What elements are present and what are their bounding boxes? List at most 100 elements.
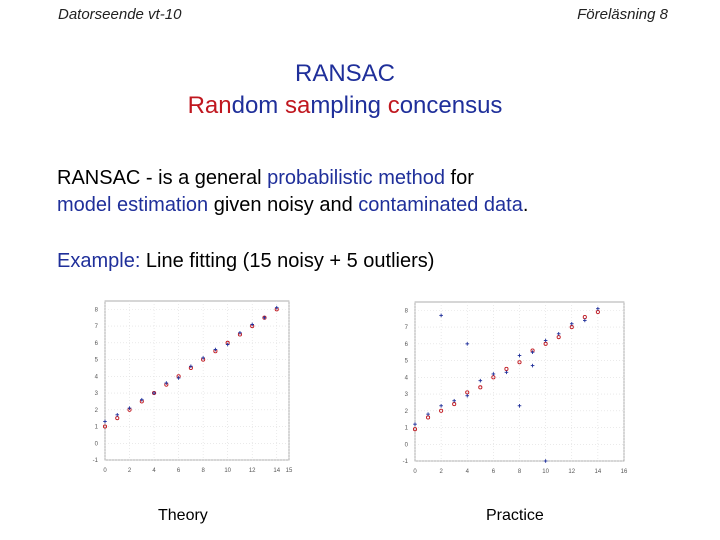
- y-tick-label: 0: [95, 441, 99, 447]
- data-point-plus: [250, 322, 254, 327]
- data-point-plus: [262, 315, 267, 320]
- y-tick-label: -1: [93, 458, 99, 464]
- data-point-plus: [517, 353, 522, 358]
- data-point-plus: [504, 370, 509, 375]
- y-tick-label: 3: [405, 392, 409, 398]
- x-tick-label: 6: [177, 468, 181, 474]
- data-point-plus: [201, 356, 205, 360]
- data-point-circle: [412, 427, 418, 432]
- data-point-plus: [426, 412, 430, 416]
- x-tick-label: 0: [413, 469, 417, 475]
- data-point-plus: [491, 372, 496, 376]
- data-point-plus: [530, 350, 535, 355]
- y-tick-label: 4: [95, 374, 99, 380]
- x-tick-label: 2: [128, 468, 132, 474]
- data-point-circle: [439, 408, 444, 413]
- y-tick-label: 3: [95, 391, 99, 397]
- data-point-plus: [274, 305, 279, 310]
- header-lecture: Föreläsning 8: [577, 6, 668, 23]
- data-point-plus: [439, 403, 443, 408]
- x-tick-label: 14: [273, 468, 280, 474]
- y-tick-label: 7: [95, 324, 99, 330]
- plot-frame: [104, 300, 290, 461]
- definition-paragraph: RANSAC - is a general probabilistic meth…: [57, 165, 697, 219]
- paragraph-part: given noisy and: [208, 194, 359, 216]
- data-point-plus: [569, 321, 574, 326]
- data-point-plus: [543, 338, 548, 343]
- caption-theory: Theory: [158, 507, 208, 524]
- data-point-plus: [465, 393, 470, 398]
- data-point-plus: [439, 313, 443, 318]
- header-course: Datorseende vt-10: [58, 6, 182, 23]
- data-point-plus: [176, 376, 181, 380]
- data-point-circle: [478, 385, 483, 390]
- y-tick-label: 8: [95, 307, 99, 313]
- y-tick-label: 2: [95, 408, 99, 414]
- x-tick-label: 4: [466, 469, 470, 475]
- slide-subtitle: Random sampling concensus: [0, 92, 690, 120]
- x-tick-label: 12: [249, 468, 256, 474]
- x-tick-label: 4: [152, 468, 156, 474]
- x-tick-label: 10: [224, 468, 231, 474]
- x-tick-label: 14: [595, 469, 602, 475]
- data-point-circle: [517, 360, 522, 365]
- y-tick-label: 5: [95, 358, 99, 364]
- x-tick-label: 10: [542, 469, 549, 475]
- data-point-plus: [530, 363, 535, 368]
- data-point-plus: [115, 413, 120, 417]
- subtitle-part: dom: [231, 92, 285, 119]
- data-point-plus: [452, 398, 456, 403]
- y-tick-label: 4: [405, 375, 409, 381]
- data-point-plus: [127, 406, 132, 410]
- data-point-plus: [413, 422, 417, 426]
- example-label: Example:: [57, 250, 141, 272]
- data-point-plus: [478, 378, 483, 383]
- subtitle-part: Ran: [187, 92, 232, 119]
- y-tick-label: 6: [405, 342, 409, 348]
- paragraph-part: RANSAC - is a general: [57, 167, 268, 189]
- data-point-plus: [543, 459, 548, 463]
- subtitle-part: oncensus: [399, 92, 503, 119]
- data-point-circle: [102, 424, 108, 429]
- y-tick-label: 6: [95, 341, 99, 347]
- x-tick-label: 15: [286, 468, 293, 474]
- x-tick-label: 16: [621, 469, 628, 475]
- paragraph-part: probabilistic method: [267, 167, 445, 189]
- y-tick-label: 1: [405, 426, 409, 432]
- slide-title: RANSAC: [294, 60, 396, 87]
- data-point-plus: [103, 419, 107, 424]
- subtitle-part: mpling: [310, 92, 388, 119]
- y-tick-label: -1: [403, 459, 409, 465]
- y-tick-label: 5: [405, 359, 409, 365]
- x-tick-label: 8: [518, 469, 522, 475]
- y-tick-label: 7: [405, 325, 409, 331]
- data-point-plus: [465, 342, 470, 346]
- data-point-plus: [189, 364, 193, 369]
- paragraph-part: contaminated data: [358, 194, 523, 216]
- subtitle-part: sa: [284, 92, 311, 119]
- data-point-plus: [596, 306, 600, 311]
- paragraph-part: for: [444, 167, 474, 189]
- paragraph-part: model estimation: [57, 194, 209, 216]
- caption-practice: Practice: [486, 507, 544, 524]
- data-point-plus: [213, 347, 218, 352]
- y-tick-label: 8: [405, 308, 409, 314]
- data-point-plus: [517, 403, 522, 408]
- x-tick-label: 0: [103, 468, 107, 474]
- x-tick-label: 2: [439, 469, 443, 475]
- subtitle-part: c: [387, 92, 400, 119]
- example-line: Example: Line fitting (15 noisy + 5 outl…: [57, 248, 434, 275]
- paragraph-part: .: [522, 194, 529, 216]
- data-point-plus: [152, 391, 156, 395]
- x-tick-label: 12: [568, 469, 575, 475]
- data-point-plus: [225, 342, 230, 347]
- data-point-plus: [238, 331, 242, 335]
- y-tick-label: 2: [405, 409, 409, 415]
- example-text: Line fitting (15 noisy + 5 outliers): [140, 250, 435, 272]
- x-tick-label: 8: [201, 468, 205, 474]
- data-point-plus: [164, 381, 169, 385]
- x-tick-label: 6: [492, 469, 496, 475]
- y-tick-label: 1: [95, 425, 99, 431]
